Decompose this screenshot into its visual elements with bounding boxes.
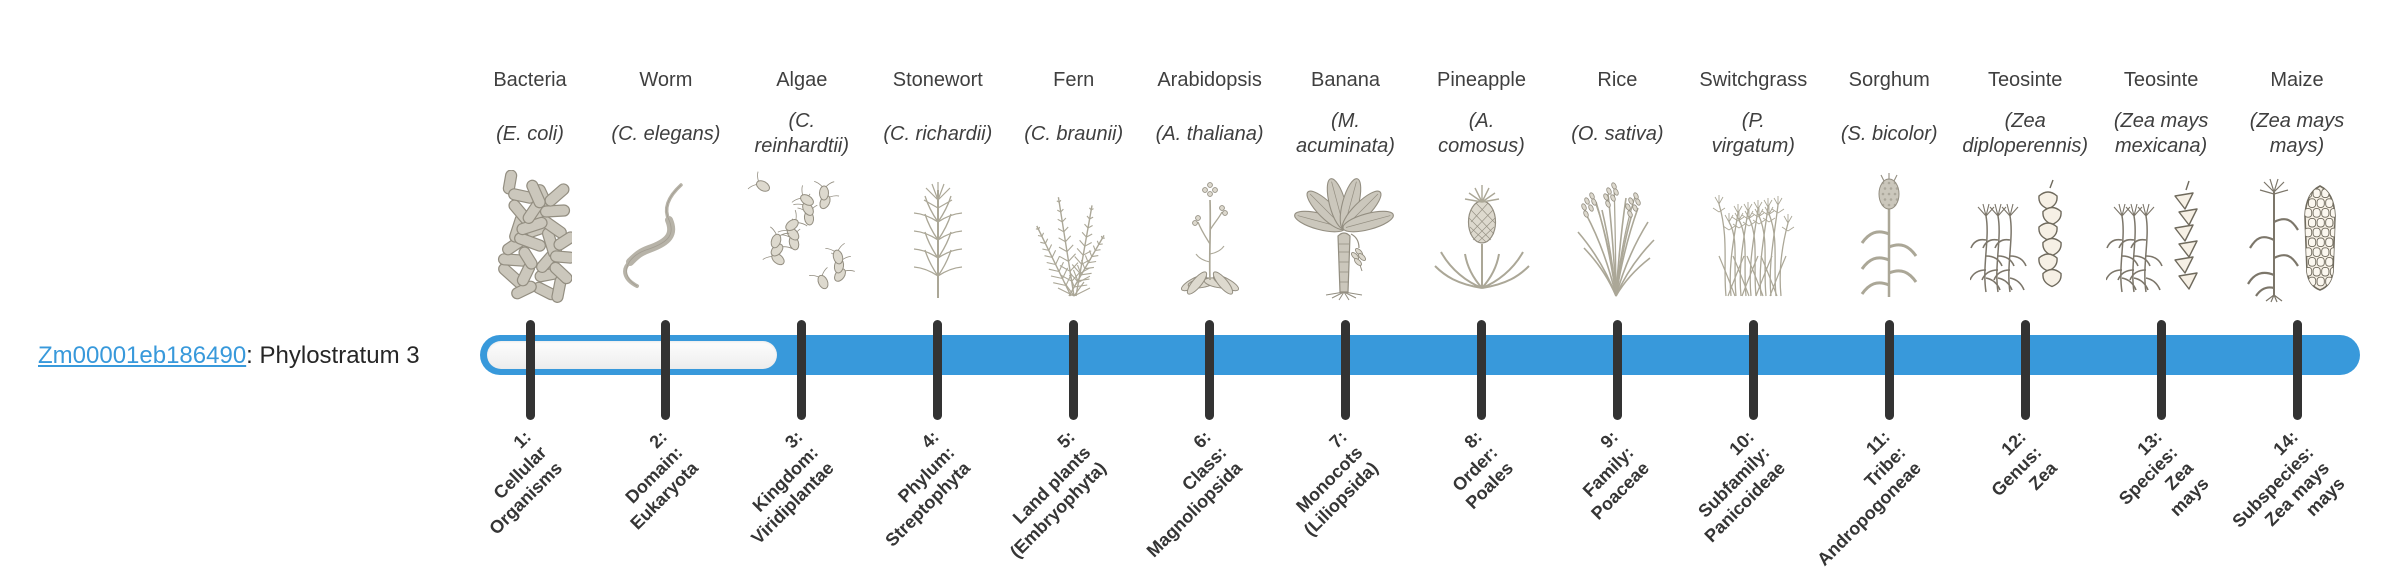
stratum-column: Sorghum (S. bicolor) 11: Tribe: Andropog… xyxy=(1813,0,1957,580)
fern-icon xyxy=(1014,170,1134,303)
timeline-tick xyxy=(2292,320,2302,420)
organism-scientific-name: (E. coli) xyxy=(496,122,564,145)
stratum-tick-label: 3: Kingdom: Viridiplantae xyxy=(747,426,838,549)
timeline-tick xyxy=(525,320,535,420)
timeline-tick xyxy=(2156,320,2166,420)
timeline-tick xyxy=(1884,320,1894,420)
organism-common-name: Teosinte xyxy=(1987,69,2063,91)
rice-icon xyxy=(1557,170,1677,303)
teosinte-mexicana-icon xyxy=(2101,170,2221,303)
gene-label: Zm00001eb186490: Phylostratum 3 xyxy=(38,342,420,370)
timeline-tick xyxy=(1069,320,1079,420)
timeline-tick xyxy=(933,320,943,420)
organism-scientific-name: (Zea mays mexicana) xyxy=(2113,110,2209,157)
bar-unfilled-segment xyxy=(487,341,777,369)
organism-scientific-name: (A. comosus) xyxy=(1438,110,1525,157)
organism-scientific-name: (S. bicolor) xyxy=(1840,122,1938,145)
stratum-tick-label: 12: Genus: Zea xyxy=(1987,426,2062,501)
organism-common-name: Maize xyxy=(2270,69,2324,91)
bacteria-icon xyxy=(470,170,590,303)
organism-common-name: Arabidopsis xyxy=(1157,69,1262,91)
switchgrass-icon xyxy=(1693,170,1813,303)
timeline-tick xyxy=(1612,320,1622,420)
stratum-column: Rice (O. sativa) 9: Family: Poaceae xyxy=(1549,0,1685,580)
stratum-tick-label: 2: Domain: Eukaryota xyxy=(621,426,702,534)
organism-scientific-name: (Zea diploperennis) xyxy=(1962,110,2088,157)
teosinte-diploperennis-icon xyxy=(1965,170,2085,303)
banana-icon xyxy=(1286,170,1406,303)
organism-common-name: Algae xyxy=(776,69,828,91)
arabidopsis-icon xyxy=(1150,170,1270,303)
gene-id-link[interactable]: Zm00001eb186490 xyxy=(38,342,247,369)
phylostratum-timeline-bar xyxy=(480,335,2360,375)
stratum-column: Worm (C. elegans) 2: Domain: Eukaryota xyxy=(598,0,734,580)
organism-scientific-name: (P. virgatum) xyxy=(1711,110,1795,157)
timeline-tick xyxy=(2020,320,2030,420)
stratum-column: Arabidopsis (A. thaliana) 6: Class: Magn… xyxy=(1142,0,1278,580)
stratum-tick-label: 8: Order: Poales xyxy=(1448,426,1518,514)
stratum-column: Algae (C. reinhardtii) 3: Kingdom: Virid… xyxy=(734,0,870,580)
sorghum-icon xyxy=(1829,170,1949,303)
organism-common-name: Stonewort xyxy=(892,69,983,91)
stratum-column: Switchgrass (P. virgatum) 10: Subfamily:… xyxy=(1685,0,1821,580)
stratum-column: Fern (C. braunii) 5: Land plants (Embryo… xyxy=(1006,0,1142,580)
stratum-tick-label: 14: Subspecies: Zea mays mays xyxy=(2228,426,2349,532)
stratum-column: Teosinte (Zea mays mexicana) 13: Species… xyxy=(2093,0,2229,580)
timeline-tick xyxy=(661,320,671,420)
organism-scientific-name: (C. richardii) xyxy=(883,122,993,145)
organism-scientific-name: (C. elegans) xyxy=(611,122,721,145)
organism-common-name: Bacteria xyxy=(493,69,567,91)
stratum-column: Stonewort (C. richardii) 4: Phylum: Stre… xyxy=(870,0,1006,580)
organism-common-name: Banana xyxy=(1311,69,1380,91)
organism-scientific-name: (M. acuminata) xyxy=(1296,110,1395,157)
stonewort-icon xyxy=(878,170,998,303)
stratum-tick-label: 10: Subfamily: Panicoideae xyxy=(1694,426,1790,547)
timeline-tick xyxy=(1477,320,1486,420)
algae-icon xyxy=(742,170,862,303)
stratum-tick-label: 9: Family: Poaceae xyxy=(1579,426,1654,524)
maize-icon xyxy=(2237,170,2357,303)
timeline-tick xyxy=(797,320,807,420)
organism-scientific-name: (C. braunii) xyxy=(1024,122,1124,145)
timeline-tick xyxy=(1205,320,1215,420)
stratum-column: Bacteria (E. coli) 1: Cellular Organisms xyxy=(462,0,598,580)
organism-scientific-name: (C. reinhardtii) xyxy=(754,110,850,157)
organism-common-name: Switchgrass xyxy=(1699,69,1808,91)
organism-common-name: Teosinte xyxy=(2123,69,2199,91)
organism-scientific-name: (A. thaliana) xyxy=(1155,122,1264,145)
stratum-column: Maize (Zea mays mays) 14: Subspecies: Ze… xyxy=(2228,0,2365,580)
organism-common-name: Fern xyxy=(1053,69,1095,91)
organism-common-name: Rice xyxy=(1597,69,1638,91)
stratum-column: Banana (M. acuminata) 7: Monocots (Lilio… xyxy=(1278,0,1414,580)
stratum-tick-label: 13: Species: Zea mays xyxy=(2114,426,2213,521)
gene-phylostratum-text: : Phylostratum 3 xyxy=(246,342,420,369)
stratum-tick-label: 1: Cellular Organisms xyxy=(485,426,566,539)
stratum-column: Teosinte (Zea diploperennis) 12: Genus: … xyxy=(1957,0,2093,580)
pineapple-icon xyxy=(1422,170,1542,303)
timeline-tick xyxy=(1341,320,1350,420)
organism-scientific-name: (O. sativa) xyxy=(1571,122,1664,145)
worm-icon xyxy=(606,170,726,303)
organism-common-name: Sorghum xyxy=(1848,69,1930,91)
stratum-column: Pineapple (A. comosus) 8: Order: Poales xyxy=(1414,0,1550,580)
stratum-tick-label: 7: Monocots (Liliopsida) xyxy=(1291,426,1382,540)
organism-common-name: Worm xyxy=(639,69,693,91)
organism-common-name: Pineapple xyxy=(1437,69,1526,91)
timeline-tick xyxy=(1748,320,1758,420)
organism-scientific-name: (Zea mays mays) xyxy=(2249,110,2345,157)
